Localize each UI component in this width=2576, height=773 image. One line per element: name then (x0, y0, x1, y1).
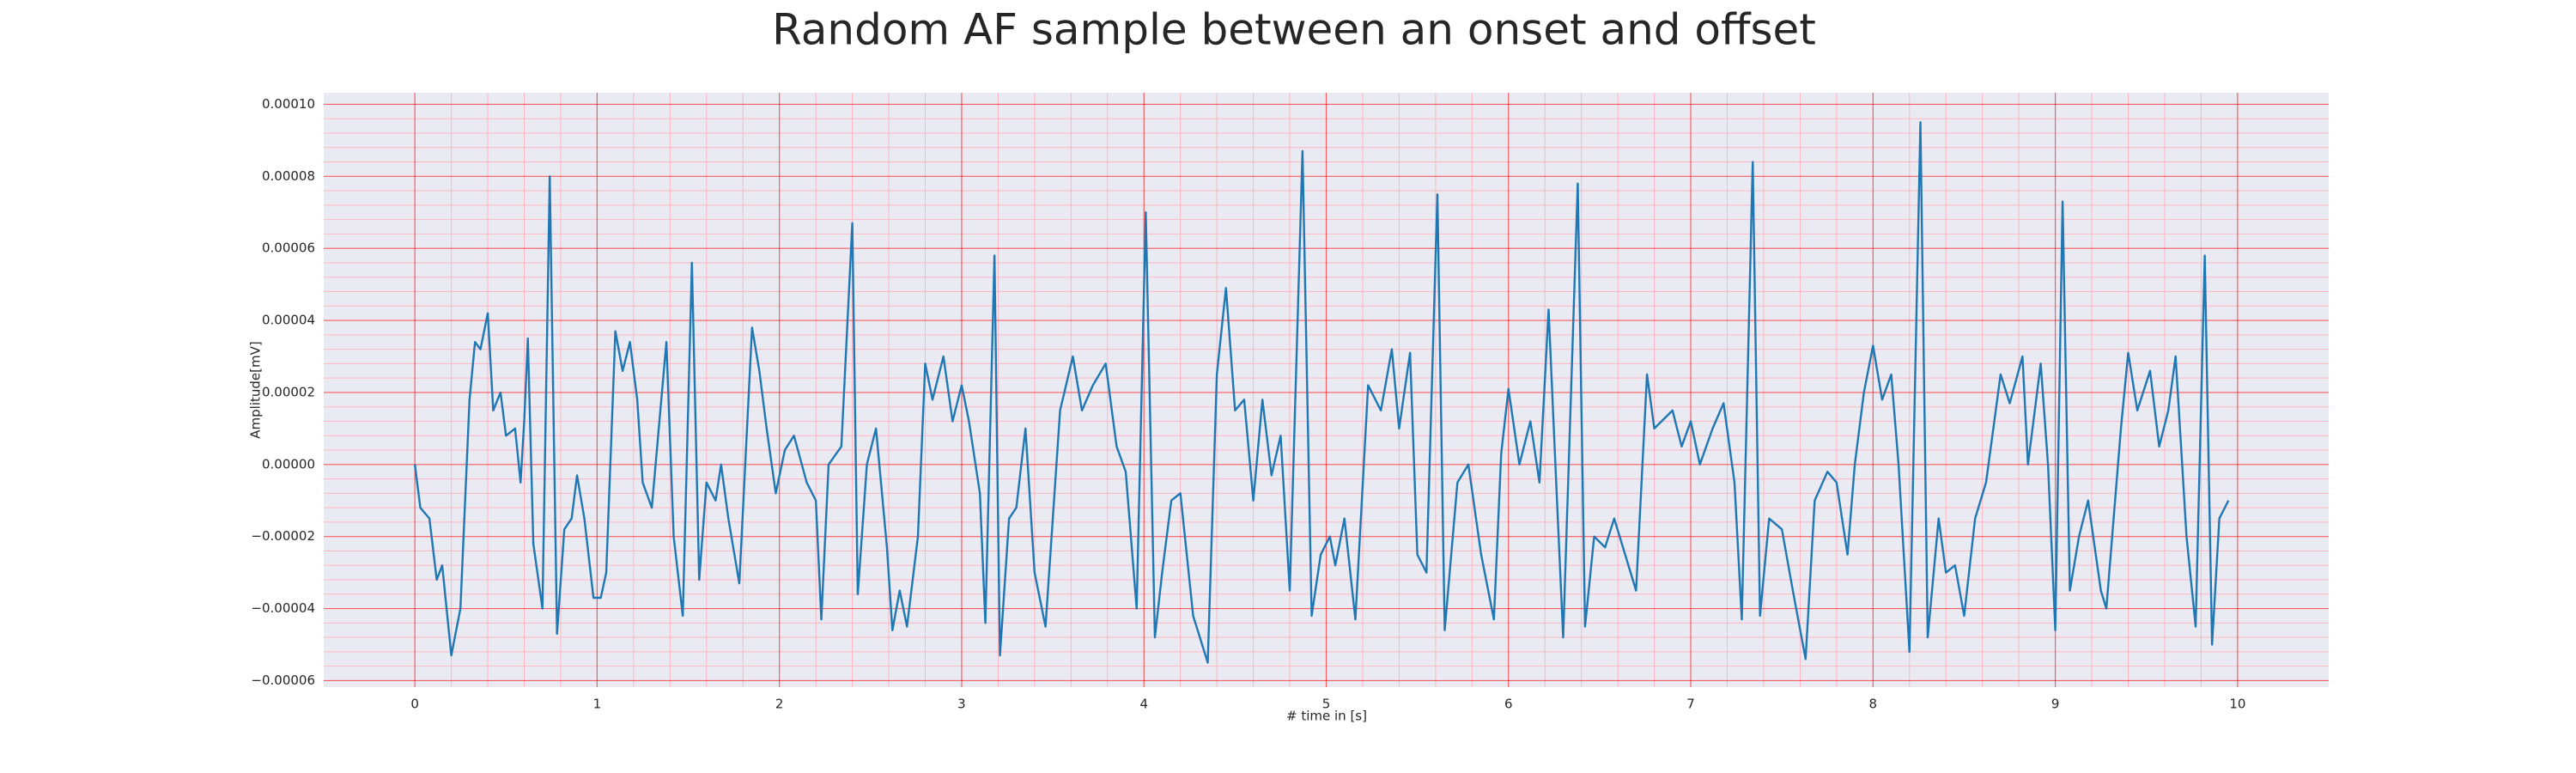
y-tick-label: 0.00002 (262, 384, 315, 399)
x-tick-label: 1 (593, 697, 602, 712)
x-tick-label: 3 (957, 697, 966, 712)
x-tick-label: 0 (410, 697, 419, 712)
x-tick-label: 2 (775, 697, 784, 712)
y-axis-label: Amplitude[mV] (248, 341, 264, 438)
x-tick-label: 4 (1139, 697, 1148, 712)
x-axis-label: # time in [s] (1286, 709, 1367, 724)
x-tick-label: 5 (1322, 697, 1331, 712)
y-tick-label: 0.00004 (262, 313, 315, 328)
signal-line (413, 121, 2230, 664)
x-tick-label: 9 (2051, 697, 2060, 712)
y-tick-label: 0.00010 (262, 96, 315, 112)
y-tick-label: −0.00006 (251, 673, 315, 688)
x-tick-label: 8 (1869, 697, 1878, 712)
x-tick-label: 6 (1504, 697, 1513, 712)
x-tick-label: 7 (1686, 697, 1695, 712)
y-tick-label: 0.00000 (262, 456, 315, 472)
y-tick-label: 0.00008 (262, 168, 315, 184)
chart-title: Random AF sample between an onset and of… (772, 5, 1816, 55)
y-tick-label: 0.00006 (262, 240, 315, 256)
y-tick-label: −0.00002 (251, 528, 315, 544)
x-tick-label: 10 (2229, 697, 2245, 712)
y-tick-label: −0.00004 (251, 600, 315, 616)
